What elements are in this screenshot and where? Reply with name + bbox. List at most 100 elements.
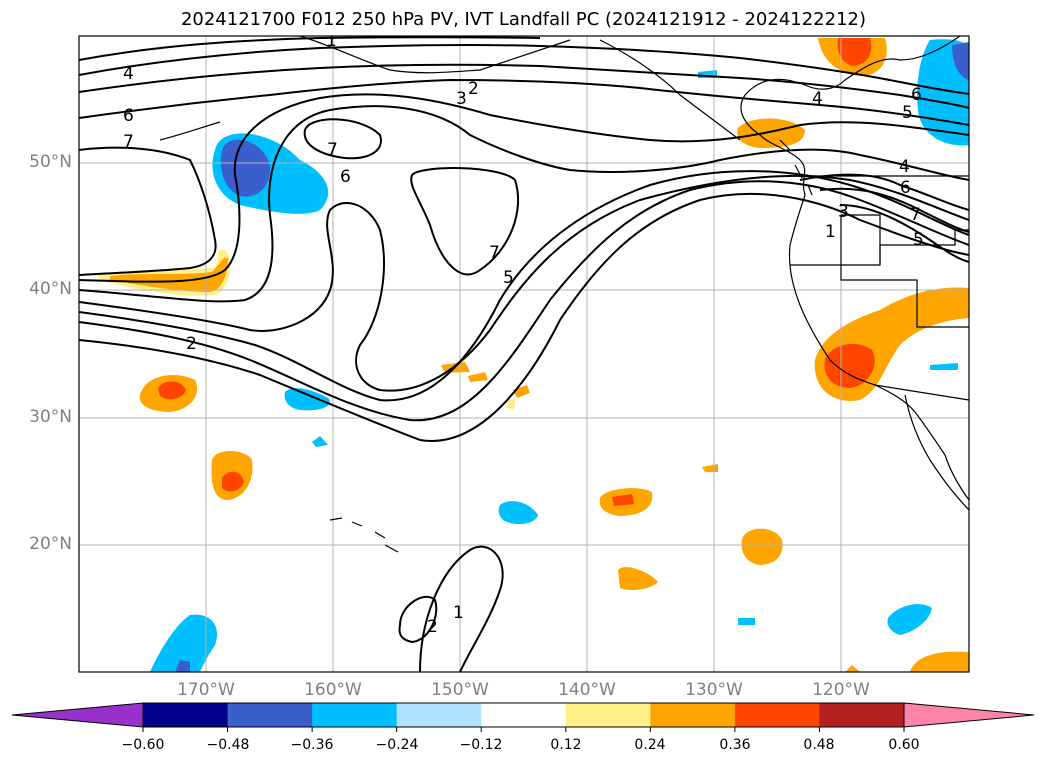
colorbar-tick-label: 0.60 (888, 737, 920, 753)
colorbar-segment (143, 703, 229, 727)
contour-label: 2 (427, 617, 438, 637)
mex-border (874, 384, 969, 401)
anomaly-blob-pos-6 (506, 398, 516, 410)
lon-label: 150°W (431, 680, 489, 700)
colorbar-tick-label: 0.48 (803, 737, 835, 753)
contour-label: 7 (123, 132, 134, 152)
colorbar-tick-label: 0.12 (550, 737, 582, 753)
colorbar-tick-label: −0.36 (290, 737, 334, 753)
lon-label: 130°W (685, 680, 743, 700)
anomaly-blob-neg-hawaii-east (498, 501, 538, 525)
hawaii-islands (329, 517, 399, 553)
contour-east-3 (839, 204, 969, 263)
colorbar-segment (481, 703, 567, 727)
colorbar-tick-label: −0.24 (375, 737, 419, 753)
colorbar-tick-label: −0.12 (459, 737, 503, 753)
contour-label: 5 (902, 103, 913, 123)
contour-labels: 4 6 7 2 7 6 1 2 3 7 5 4 6 5 4 6 3 1 7 5 … (123, 31, 924, 637)
anomaly-blob-neg-central (284, 388, 330, 411)
contour-label: 6 (911, 85, 922, 105)
colorbar (11, 702, 1035, 732)
contour-line (79, 174, 969, 392)
anomaly-blob-neg-small-1 (312, 436, 328, 447)
contour-label: 3 (838, 202, 849, 222)
anomaly-blob-neg-gulf-alaska-core (220, 139, 271, 197)
contour-label: 1 (453, 603, 464, 623)
colorbar-frame (142, 702, 905, 728)
colorbar-tick-label: 0.36 (719, 737, 751, 753)
state-border-1 (790, 214, 881, 266)
alaska-coast (299, 36, 571, 74)
aleutians (159, 121, 221, 141)
lat-label: 30°N (29, 407, 72, 427)
state-border-3 (879, 229, 969, 265)
pv-contours (79, 36, 969, 672)
contour-label: 3 (456, 89, 467, 109)
anomaly-blob-neg-small-2 (738, 618, 755, 625)
anomaly-blob-pos-1-core (158, 381, 186, 400)
anomaly-blob-pos-9 (618, 567, 658, 590)
lon-label: 140°W (558, 680, 616, 700)
colorbar-tick-label: −0.60 (121, 737, 165, 753)
contour-label: 4 (812, 89, 823, 109)
lon-label: 120°W (812, 680, 870, 700)
colorbar-segment (734, 703, 820, 727)
colorbar-segment (396, 703, 482, 727)
contour-line (79, 43, 969, 95)
contour-label: 6 (900, 178, 911, 198)
colorbar-segment (565, 703, 651, 727)
colorbar-segment (650, 703, 736, 727)
anomaly-blob-pos-2-core (222, 471, 244, 492)
anomaly-blob-pos-california-core (824, 343, 875, 388)
contour-label: 4 (123, 64, 134, 84)
anomaly-blob-neg-sw (150, 614, 218, 672)
contour-line (79, 36, 541, 61)
anomaly-blob-pos-bc (737, 118, 805, 148)
contour-line (79, 78, 969, 126)
north-america-coast (740, 36, 969, 501)
contour-line (79, 170, 969, 402)
anomaly-blob-neg-sw-core (175, 660, 190, 672)
contour-line (79, 105, 969, 303)
anomaly-blob-neg-ne-core (952, 42, 969, 80)
contour-line (79, 146, 217, 276)
lon-label: 170°W (177, 680, 235, 700)
state-border-2 (840, 215, 969, 328)
contour-closed-7-center (410, 167, 520, 276)
lon-label: 160°W (304, 680, 362, 700)
contour-line (79, 93, 969, 283)
anomaly-blob-pos-8 (741, 528, 783, 565)
contour-label: 4 (899, 157, 910, 177)
anomaly-blob-pos-5 (513, 385, 530, 398)
pv-positive-anomalies (97, 38, 969, 672)
colorbar-tick-label: 0.24 (634, 737, 666, 753)
contour-label: 1 (825, 222, 836, 242)
map-frame (78, 35, 970, 673)
colorbar-extend-low (11, 702, 144, 728)
map-gridlines (79, 36, 969, 672)
anomaly-blob-pos-7-core (612, 494, 634, 506)
contour-east-1 (799, 173, 969, 211)
contour-label: 2 (186, 334, 197, 354)
map-title: 2024121700 F012 250 hPa PV, IVT Landfall… (180, 9, 867, 30)
contour-closed-7-north (303, 118, 382, 160)
anomaly-blob-pos-se (910, 651, 969, 672)
contour-closed-south-2 (398, 595, 438, 644)
contour-label: 1 (326, 31, 337, 51)
coastlines (159, 36, 969, 553)
anomaly-blob-pos-4 (468, 372, 488, 382)
contour-closed-south-1 (419, 545, 504, 672)
anomaly-blob-pos-west-streak-core (110, 257, 228, 292)
colorbar-segment (819, 703, 905, 727)
anomaly-blob-neg-east-1 (887, 604, 932, 635)
contour-label: 5 (503, 268, 514, 288)
contour-label: 6 (123, 106, 134, 126)
contour-label: 7 (489, 243, 500, 263)
contour-label: 6 (340, 167, 351, 187)
lat-label: 40°N (29, 279, 72, 299)
contour-label: 2 (468, 79, 479, 99)
contour-line (79, 180, 969, 422)
map-canvas: 4 6 7 2 7 6 1 2 3 7 5 4 6 5 4 6 3 1 7 5 … (79, 31, 969, 672)
colorbar-tick-label: −0.48 (206, 737, 250, 753)
colorbar-segment (312, 703, 398, 727)
